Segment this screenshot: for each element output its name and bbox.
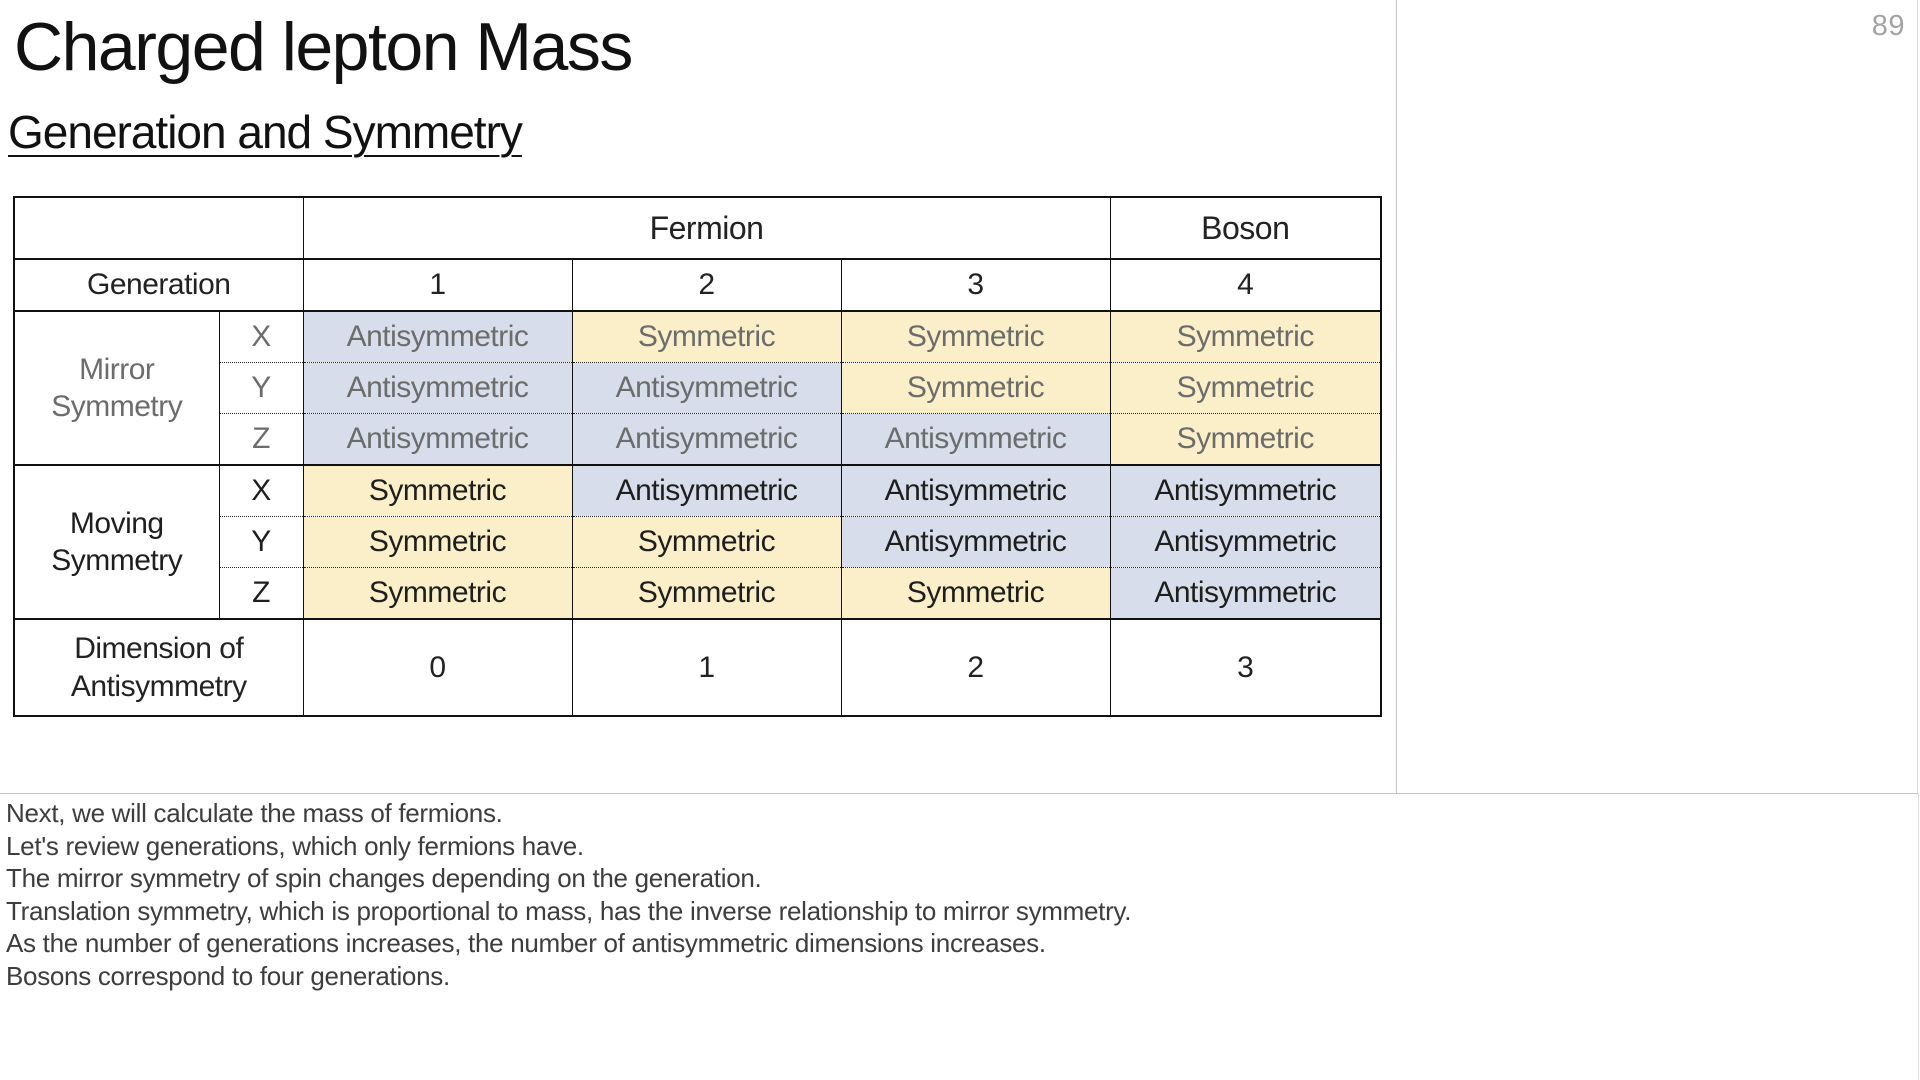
generation-label: Generation [13,259,304,312]
axis-label: Z [218,413,304,465]
generation-value: 1 [302,259,573,312]
symmetry-cell: Symmetric [1109,362,1382,414]
generation-value: 2 [571,259,842,312]
dimension-value: 0 [302,618,573,716]
symmetry-cell: Symmetric [1109,413,1382,465]
generation-value: 3 [840,259,1111,312]
symmetry-cell: Symmetric [571,311,842,363]
notes-line: As the number of generations increases, … [6,928,1046,958]
symmetry-cell: Antisymmetric [840,413,1111,465]
symmetry-cell: Symmetric [1109,311,1382,363]
axis-label: Y [218,516,304,568]
symmetry-cell: Antisymmetric [1109,567,1382,619]
notes-line: Next, we will calculate the mass of ferm… [6,798,503,828]
symmetry-cell: Symmetric [302,567,573,619]
section-label: Mirror Symmetry [13,311,220,465]
symmetry-cell: Antisymmetric [840,516,1111,568]
boson-header: Boson [1109,197,1382,260]
symmetry-cell: Antisymmetric [302,362,573,414]
symmetry-cell: Antisymmetric [1109,516,1382,568]
symmetry-cell: Antisymmetric [302,413,573,465]
symmetry-cell: Symmetric [571,516,842,568]
page-number: 89 [1871,10,1905,42]
symmetry-cell: Symmetric [302,464,573,517]
axis-label: Y [218,362,304,414]
side-panel: 89 [1396,0,1918,793]
dimension-value: 1 [571,618,842,716]
symmetry-table: Fermion Boson Generation 1 2 3 4 Mirror … [13,196,1382,717]
symmetry-cell: Antisymmetric [1109,464,1382,517]
notes-line: Let's review generations, which only fer… [6,830,584,861]
symmetry-cell: Antisymmetric [571,362,842,414]
generation-value: 4 [1109,259,1382,312]
symmetry-cell: Antisymmetric [571,464,842,517]
axis-label: X [218,311,304,363]
notes-pane[interactable]: Next, we will calculate the mass of ferm… [0,793,1919,1080]
notes-line: Bosons correspond to four generations. [6,960,450,991]
symmetry-cell: Symmetric [302,516,573,568]
empty-corner-cell [13,197,304,260]
dimension-value: 3 [1109,618,1382,716]
fermion-header: Fermion [302,197,1111,260]
slide-title: Charged lepton Mass [14,9,633,85]
symmetry-cell: Symmetric [571,567,842,619]
slide-subtitle: Generation and Symmetry [8,106,523,158]
axis-label: X [218,464,304,517]
axis-label: Z [218,567,304,619]
notes-text: Next, we will calculate the mass of ferm… [6,797,1131,992]
slide-pane: Charged lepton Mass Generation and Symme… [8,9,1382,717]
symmetry-cell: Symmetric [840,567,1111,619]
symmetry-cell: Symmetric [840,311,1111,363]
notes-line: Translation symmetry, which is proportio… [6,895,1132,926]
symmetry-cell: Symmetric [840,362,1111,414]
symmetry-cell: Antisymmetric [302,311,573,363]
symmetry-cell: Antisymmetric [840,464,1111,517]
symmetry-cell: Antisymmetric [571,413,842,465]
dimension-value: 2 [840,618,1111,716]
notes-line: The mirror symmetry of spin changes depe… [6,863,762,893]
dimension-label: Dimension of Antisymmetry [13,618,304,716]
section-label: Moving Symmetry [13,464,220,619]
